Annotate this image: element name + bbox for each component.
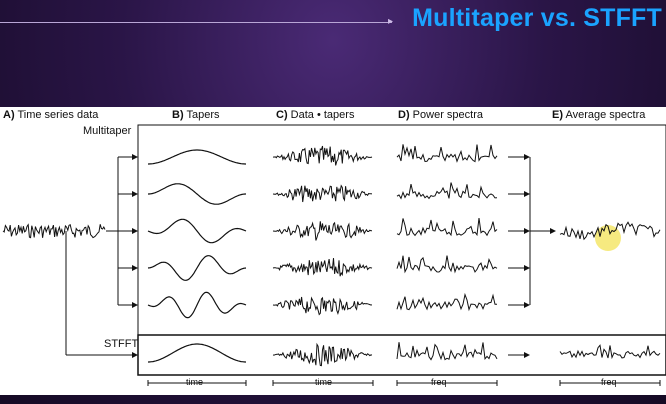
merge-arrow-head bbox=[550, 228, 556, 234]
tapered-data-5 bbox=[272, 296, 373, 316]
cursor-highlight bbox=[595, 225, 621, 251]
arrow-right-icon: ▸ bbox=[388, 16, 394, 27]
power-spectrum-5 bbox=[396, 292, 497, 312]
stfft-power-spectrum bbox=[396, 342, 498, 361]
taper-arrow-1-head bbox=[132, 154, 138, 160]
taper-3 bbox=[147, 218, 247, 244]
taper-4 bbox=[147, 255, 247, 281]
stfft-tapered-data bbox=[272, 342, 373, 367]
axis-label-average: freq bbox=[601, 377, 617, 387]
time-series-trace bbox=[2, 223, 106, 239]
header-e: E) Average spectra bbox=[552, 109, 646, 121]
taper-arrow-3-head bbox=[132, 228, 138, 234]
taper-arrow-5-head bbox=[132, 302, 138, 308]
average-spectrum bbox=[559, 221, 661, 241]
tapered-data-4 bbox=[272, 258, 373, 277]
title-rule bbox=[0, 22, 392, 23]
row-label-stfft: STFFT bbox=[104, 338, 139, 350]
row-label-multitaper: Multitaper bbox=[83, 125, 132, 137]
tapered-data-3 bbox=[272, 221, 373, 241]
power-spectrum-4 bbox=[396, 255, 498, 274]
tapered-data-1 bbox=[272, 145, 373, 166]
taper-arrow-2-head bbox=[132, 191, 138, 197]
spectrum-arrow-3-head bbox=[524, 228, 530, 234]
spectrum-arrow-4-head bbox=[524, 265, 530, 271]
axis-label-tapers: time bbox=[186, 377, 204, 387]
stfft-taper bbox=[148, 343, 246, 363]
stfft-arrow-head bbox=[132, 352, 138, 358]
stfft-spectrum-arrow-head bbox=[524, 352, 530, 358]
taper-arrow-4-head bbox=[132, 265, 138, 271]
figure-drawing bbox=[2, 124, 666, 386]
spectrum-arrow-2-head bbox=[524, 191, 530, 197]
taper-5 bbox=[147, 291, 247, 319]
header-b: B) Tapers bbox=[172, 109, 220, 121]
axis-label-data-tapers: time bbox=[315, 377, 333, 387]
power-spectrum-1 bbox=[396, 144, 498, 163]
spectrum-arrow-1-head bbox=[524, 154, 530, 160]
stfft-frame bbox=[137, 334, 666, 376]
header-c: C) Data • tapers bbox=[276, 109, 355, 121]
tapered-data-2 bbox=[272, 184, 373, 203]
spectrum-arrow-5-head bbox=[524, 302, 530, 308]
slide-title: Multitaper vs. STFFT bbox=[412, 4, 662, 32]
header-d: D) Power spectra bbox=[398, 109, 483, 121]
taper-2 bbox=[148, 183, 246, 205]
taper-1 bbox=[148, 149, 246, 165]
figure-panel: A) Time series data B) Tapers C) Data • … bbox=[0, 107, 666, 395]
header-a: A) Time series data bbox=[3, 109, 99, 121]
power-spectrum-2 bbox=[396, 182, 498, 200]
axis-label-spectra: freq bbox=[431, 377, 447, 387]
power-spectrum-3 bbox=[396, 218, 498, 237]
stfft-average-spectrum bbox=[559, 344, 661, 360]
